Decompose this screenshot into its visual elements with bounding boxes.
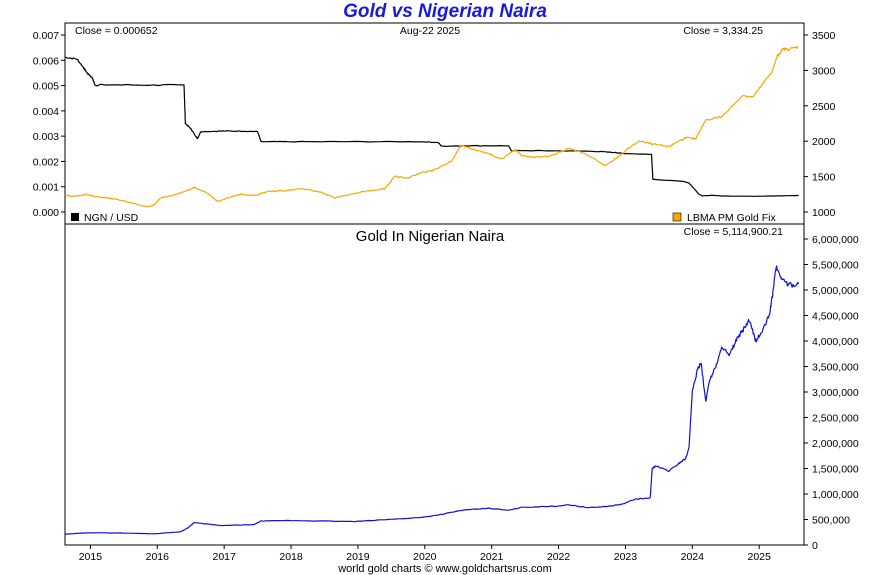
- bottom-right-tick-label-1: 500,000: [812, 515, 850, 527]
- legend-swatch-ngn: [71, 213, 79, 221]
- bottom-close-right: Close = 5,114,900.21: [684, 226, 784, 238]
- x-tick-label-6: 2021: [480, 551, 504, 563]
- top-right-tick-label-3: 2500: [812, 101, 836, 113]
- top-right-tick-label-2: 2000: [812, 136, 836, 148]
- bottom-right-tick-label-0: 0: [812, 540, 818, 552]
- top-right-tick-label-4: 3000: [812, 65, 836, 77]
- top-left-tick-label-7: 0.007: [33, 30, 59, 42]
- bottom-right-tick-label-3: 1,500,000: [812, 464, 859, 476]
- top-close-right: Close = 3,334.25: [683, 25, 763, 37]
- bottom-right-tick-label-2: 1,000,000: [812, 489, 859, 501]
- top-left-tick-label-1: 0.001: [33, 182, 59, 194]
- bottom-right-tick-label-7: 3,500,000: [812, 362, 859, 374]
- bottom-right-tick-label-8: 4,000,000: [812, 336, 859, 348]
- top-left-tick-label-5: 0.005: [33, 81, 59, 93]
- top-date-label: Aug-22 2025: [400, 25, 460, 37]
- series-gold-usd-line: [64, 45, 799, 208]
- bottom-right-tick-label-6: 3,000,000: [812, 387, 859, 399]
- x-tick-label-7: 2022: [547, 551, 571, 563]
- bottom-right-tick-label-12: 6,000,000: [812, 234, 859, 246]
- top-right-tick-label-5: 3500: [812, 30, 836, 42]
- x-tick-label-10: 2025: [748, 551, 772, 563]
- series-gold-ngn-line: [64, 265, 800, 535]
- top-close-left: Close = 0.000652: [75, 25, 158, 37]
- x-tick-label-9: 2024: [681, 551, 705, 563]
- bottom-right-tick-label-10: 5,000,000: [812, 285, 859, 297]
- top-left-tick-label-6: 0.006: [33, 55, 59, 67]
- bottom-right-tick-label-4: 2,000,000: [812, 438, 859, 450]
- bottom-right-tick-label-5: 2,500,000: [812, 413, 859, 425]
- x-tick-label-2: 2017: [212, 551, 236, 563]
- bottom-right-tick-label-11: 5,500,000: [812, 260, 859, 272]
- top-right-tick-label-0: 1000: [812, 207, 836, 219]
- x-tick-label-4: 2019: [346, 551, 370, 563]
- series-ngn-usd-line: [65, 56, 799, 197]
- footer-credit: world gold charts © www.goldchartsrus.co…: [338, 563, 552, 575]
- legend-ngn-usd: NGN / USD: [84, 212, 139, 224]
- legend-lbma-gold: LBMA PM Gold Fix: [687, 212, 776, 224]
- top-left-tick-label-2: 0.002: [33, 156, 59, 168]
- top-left-tick-label-3: 0.003: [33, 131, 59, 143]
- x-tick-label-3: 2018: [279, 551, 303, 563]
- bottom-panel-frame: [64, 223, 805, 546]
- series-layer: [64, 45, 800, 535]
- top-left-tick-label-0: 0.000: [33, 207, 59, 219]
- chart-title: Gold vs Nigerian Naira: [343, 1, 547, 22]
- x-tick-label-8: 2023: [614, 551, 638, 563]
- x-tick-label-5: 2020: [413, 551, 437, 563]
- top-left-tick-label-4: 0.004: [33, 106, 59, 118]
- axes-layer: 0.000 0.001 0.002 0.003 0.004 0.005 0.006 0.007…: [33, 30, 859, 563]
- bottom-right-tick-label-9: 4,500,000: [812, 311, 859, 323]
- legend-swatch-gold: [672, 212, 682, 222]
- x-tick-label-1: 2016: [146, 551, 170, 563]
- x-tick-label-0: 2015: [79, 551, 103, 563]
- top-right-tick-label-1: 1500: [812, 172, 836, 184]
- bottom-panel-title: Gold In Nigerian Naira: [356, 228, 505, 245]
